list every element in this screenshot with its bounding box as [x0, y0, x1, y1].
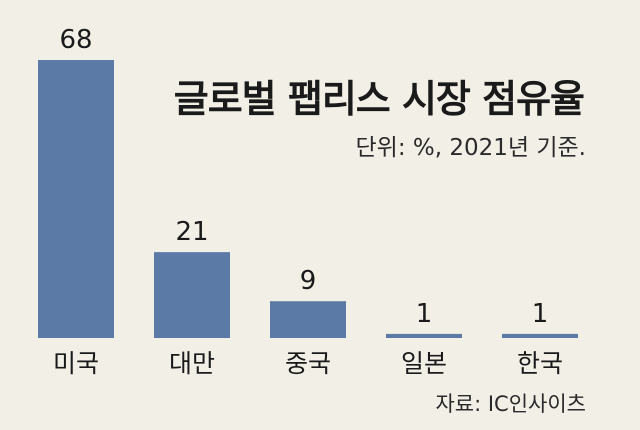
category-label-1: 대만	[169, 349, 215, 378]
value-label-0: 68	[59, 25, 92, 55]
category-label-0: 미국	[53, 349, 99, 378]
category-label-3: 일본	[401, 349, 447, 378]
category-label-4: 한국	[517, 349, 563, 378]
value-label-3: 1	[416, 299, 433, 329]
bar-4	[502, 333, 578, 338]
value-label-1: 21	[175, 217, 208, 247]
bar-0	[38, 60, 114, 338]
chart-subtitle: 단위: %, 2021년 기준.	[355, 135, 587, 161]
bar-3	[386, 333, 462, 338]
value-label-4: 1	[532, 299, 549, 329]
category-label-2: 중국	[285, 349, 331, 378]
value-label-2: 9	[300, 266, 317, 296]
chart-title: 글로벌 팹리스 시장 점유율	[173, 77, 585, 121]
bar-1	[154, 252, 230, 338]
bar-2	[270, 301, 346, 338]
chart-source: 자료: IC인사이츠	[435, 392, 586, 416]
